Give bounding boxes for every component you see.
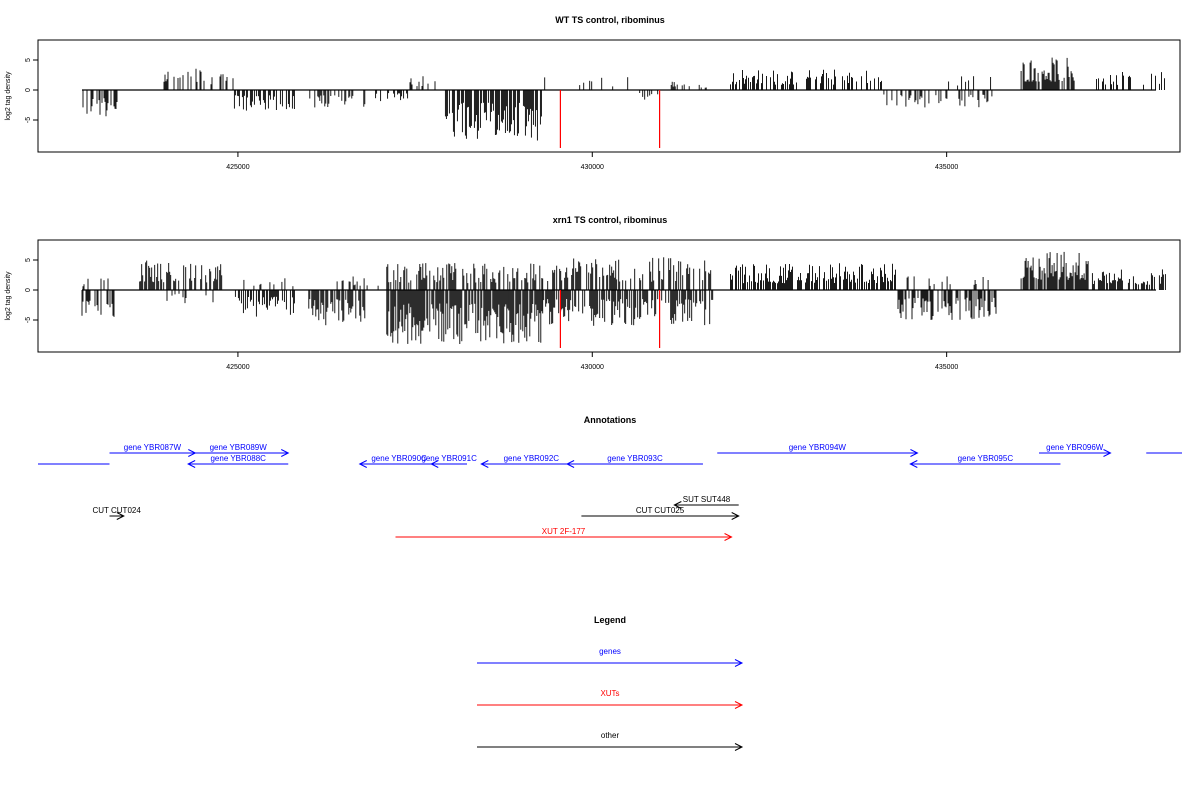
arrow-head [281, 449, 290, 457]
xrn1-red-markers [559, 290, 661, 348]
annotation-other: SUT SUT448 [673, 495, 739, 509]
y-tick-label: 0 [25, 288, 32, 292]
arrow-head [724, 533, 733, 541]
annotation-label: gene YBR092C [504, 454, 560, 463]
arrow-head [430, 460, 439, 468]
wt-track-title: WT TS control, ribominus [555, 15, 665, 25]
arrow-head [734, 701, 744, 709]
annotation-gene: gene YBR096W [1039, 443, 1112, 457]
y-tick-label: 0 [25, 88, 32, 92]
y-tick-label: 5 [25, 258, 32, 262]
annotation-gene: gene YBR093C [565, 454, 703, 468]
xrn1-axes: 425000 430000 435000 -5 0 5 [25, 258, 958, 371]
arrow-head [187, 460, 196, 468]
annotation-label: gene YBR093C [607, 454, 663, 463]
x-tick-label: 425000 [226, 164, 249, 171]
legend-title: Legend [594, 615, 626, 625]
annotation-label: SUT SUT448 [683, 495, 731, 504]
annotation-gene: gene YBR091C [421, 454, 477, 468]
annotation-label: gene YBR091C [421, 454, 477, 463]
xrn1-signal-bars [81, 251, 1166, 344]
annotation-label: gene YBR087W [124, 443, 182, 452]
y-tick-label: -5 [25, 117, 32, 123]
y-tick-label: -5 [25, 317, 32, 323]
legend-label: XUTs [600, 689, 619, 698]
arrow-head [1103, 449, 1112, 457]
annotation-xut: XUT 2F-177 [395, 527, 733, 541]
arrow-head [731, 512, 740, 520]
annotation-label: gene YBR096W [1046, 443, 1104, 452]
annotation-gene: gene YBR088C [187, 454, 289, 468]
wt-track-panel: WT TS control, ribominus log2 tag densit… [5, 15, 1181, 171]
legend-items: genes XUTs other [477, 647, 744, 751]
wt-red-markers [559, 90, 661, 148]
x-tick-label: 430000 [581, 164, 604, 171]
arrow-head [565, 460, 575, 468]
x-tick-label: 425000 [226, 364, 249, 371]
legend-item-gene: genes [477, 647, 744, 667]
legend-item-other: other [477, 731, 744, 751]
legend-label: genes [599, 647, 621, 656]
annotation-gene: gene YBR092C [480, 454, 582, 468]
arrow-head [116, 512, 125, 520]
annotation-label: gene YBR094W [789, 443, 847, 452]
annotation-gene: gene YBR090C [358, 454, 439, 468]
annotation-label: CUT CUT025 [636, 506, 685, 515]
xrn1-plot-frame [37, 239, 1181, 353]
annotation-gene: gene YBR089W [188, 443, 290, 457]
annotation-other: CUT CUT024 [92, 506, 141, 520]
wt-signal-bars [82, 57, 1165, 141]
annotation-label: gene YBR090C [371, 454, 427, 463]
legend-label: other [601, 731, 620, 740]
arrow-head [358, 460, 367, 468]
wt-plot-frame [37, 39, 1181, 153]
xrn1-y-axis-label: log2 tag density [5, 271, 12, 321]
x-tick-label: 435000 [935, 164, 958, 171]
y-tick-label: 5 [25, 58, 32, 62]
annotation-gene: gene YBR094W [717, 443, 919, 457]
annotation-label: XUT 2F-177 [542, 527, 586, 536]
xrn1-track-panel: xrn1 TS control, ribominus log2 tag dens… [5, 215, 1181, 371]
arrow-head [909, 460, 918, 468]
arrow-head [910, 449, 919, 457]
legend-panel: Legend genes XUTs other [477, 615, 744, 751]
annotation-gene: gene YBR095C [909, 454, 1061, 468]
arrow-head [480, 460, 489, 468]
annotation-label: gene YBR089W [210, 443, 268, 452]
x-tick-label: 430000 [581, 364, 604, 371]
xrn1-track-title: xrn1 TS control, ribominus [553, 215, 668, 225]
annotation-label: gene YBR095C [958, 454, 1014, 463]
x-tick-label: 435000 [935, 364, 958, 371]
annotation-label: gene YBR088C [210, 454, 266, 463]
annotation-label: CUT CUT024 [92, 506, 141, 515]
annotation-features: gene YBR087W gene YBR088C gene YBR089W gene… [38, 443, 1182, 541]
arrow-head [673, 501, 682, 509]
annotation-other: CUT CUT025 [581, 506, 740, 520]
wt-y-axis-label: log2 tag density [5, 71, 12, 121]
legend-item-xut: XUTs [477, 689, 744, 709]
wt-axes: 425000 430000 435000 -5 0 5 [25, 58, 958, 171]
annotation-gene: gene YBR087W [109, 443, 197, 457]
arrow-head [734, 743, 744, 751]
arrow-head [734, 659, 744, 667]
annotations-title: Annotations [584, 415, 637, 425]
